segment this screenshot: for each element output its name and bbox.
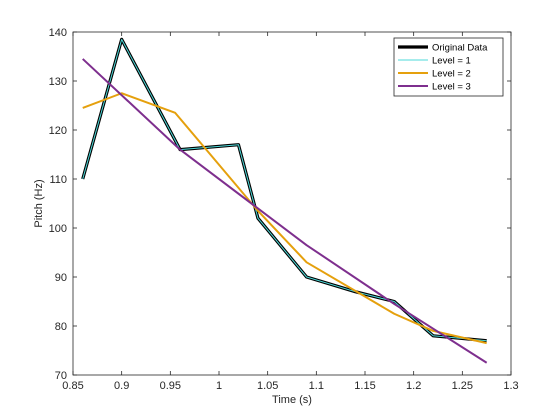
y-tick-label: 100	[49, 223, 67, 235]
y-tick-label: 80	[55, 321, 67, 333]
x-tick-label: 1.05	[257, 380, 278, 392]
x-tick-label: 0.95	[160, 380, 181, 392]
x-tick-label: 0.9	[114, 380, 129, 392]
series-lines	[81, 37, 488, 364]
x-axis-label: Time (s)	[272, 394, 312, 406]
x-tick-label: 0.85	[62, 380, 83, 392]
y-tick-label: 120	[49, 125, 67, 137]
legend-entry-level-3-label: Level = 3	[432, 82, 471, 93]
y-axis-label: Pitch (Hz)	[33, 179, 45, 227]
x-tick-label: 1.25	[452, 380, 473, 392]
legend-entry-level-1-label: Level = 1	[432, 56, 471, 67]
plot-area-frame	[72, 31, 512, 376]
x-tick-label: 1	[216, 380, 222, 392]
x-tick-label: 1.1	[309, 380, 324, 392]
level-3-line	[82, 58, 488, 364]
y-tick-label: 90	[55, 272, 67, 284]
legend-entry-level-2-label: Level = 2	[432, 69, 471, 80]
y-tick-label: 140	[49, 27, 67, 39]
legend: Original Data Level = 1 Level = 2 Level = 3	[393, 37, 504, 97]
x-tick-label: 1.15	[354, 380, 375, 392]
y-tick-label: 130	[49, 76, 67, 88]
legend-entry-original-data-label: Original Data	[432, 43, 488, 54]
level-2-line	[82, 92, 487, 345]
y-tick-label: 70	[55, 370, 67, 382]
x-tick-label: 1.2	[406, 380, 421, 392]
x-tick-label: 1.3	[503, 380, 518, 392]
level-1-line	[82, 38, 487, 342]
y-tick-label: 110	[49, 174, 67, 186]
axis-ticks: 0.85 0.9 0.95 1 1.05 1.1 1.15 1.2 1.25 1.3 70 80 90 1…	[49, 27, 519, 392]
